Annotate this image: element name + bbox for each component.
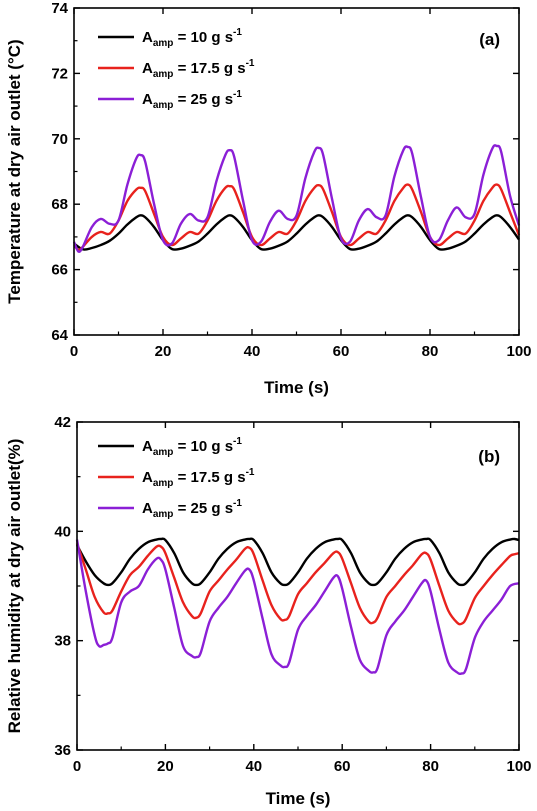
panel-a-y-axis-label: Temperature at dry air outlet (°C) [5,39,24,303]
panel-b-series-line-2 [75,539,520,676]
panel-a-legend-sub-2: amp [153,100,174,111]
panel-b-chart: 0 20 40 60 80 100 36 38 40 42 Time (s) Relative hum… [5,414,532,808]
panel-b-legend-value-1: 17.5 g s [191,469,246,486]
panel-a-y-tick-label-2: 68 [51,196,68,213]
panel-b-x-tick-label-1: 20 [157,758,174,775]
panel-a-x-axis-label: Time (s) [264,378,329,397]
panel-b-series-line-0 [75,537,520,587]
panel-a-series-line-0 [73,214,520,251]
panel-a-legend-sup-2: -1 [233,89,242,100]
panel-a-legend-sub-1: amp [153,69,174,80]
panel-b-legend-label-0: Aamp = 10 g s-1 [142,436,242,458]
panel-a-legend-value-2: 25 g s [191,91,234,108]
panel-a-series-group [72,144,521,254]
panel-b-y-axis-label: Relative humidity at dry air outlet(%) [5,439,24,734]
panel-a-legend-prefix-0: A [142,29,153,46]
panel-a-series-line-2 [72,144,521,254]
panel-b-legend-label-2: Aamp = 25 g s-1 [142,498,242,520]
panel-a-legend-label-2: Aamp = 25 g s-1 [142,89,242,111]
panel-a-legend-value-1: 17.5 g s [191,60,246,77]
panel-b-y-tick-label-2: 40 [54,523,71,540]
panel-a-x-tick-label-3: 60 [333,343,350,360]
panel-b-legend-prefix-0: A [142,438,153,455]
panel-a-legend-prefix-2: A [142,91,153,108]
panel-b-legend-sup-0: -1 [233,436,242,447]
panel-a-y-tick-label-0: 64 [51,327,68,344]
panel-b-legend-eq-0: = [173,438,190,455]
panel-a-legend-sup-0: -1 [233,27,242,38]
panel-b-x-tick-label-4: 80 [422,758,439,775]
panel-b-series-group [75,537,520,676]
panel-b-series-line-1 [75,542,520,626]
panel-a-chart: 0 20 40 60 80 100 64 66 68 70 72 74 Time (s) Temperat… [5,0,532,397]
panel-b-x-tick-label-3: 60 [334,758,351,775]
panel-b-legend-sub-1: amp [153,478,174,489]
panel-b-legend-value-0: 10 g s [191,438,234,455]
panel-b-x-tick-label-0: 0 [73,758,81,775]
panel-a-y-tick-label-1: 66 [51,262,68,279]
panel-b-legend-eq-1: = [173,469,190,486]
panel-a-x-tick-label-1: 20 [155,343,172,360]
panel-a-y-tick-label-4: 72 [51,65,68,82]
panel-a-y-tick-label-5: 74 [51,0,68,17]
panel-b-legend-sup-1: -1 [246,467,255,478]
panel-a-legend-label-0: Aamp = 10 g s-1 [142,27,242,49]
panel-b-legend-eq-2: = [173,500,190,517]
panel-b-x-tick-label-2: 40 [245,758,262,775]
panel-b-legend-value-2: 25 g s [191,500,234,517]
panel-b-y-tick-label-0: 36 [54,742,71,759]
panel-a-legend-sub-0: amp [153,38,174,49]
panel-b-panel-tag: (b) [478,447,500,466]
panel-b-legend-sub-2: amp [153,509,174,520]
panel-a-panel-tag: (a) [479,30,500,49]
panel-b-legend-label-1: Aamp = 17.5 g s-1 [142,467,255,489]
panel-a-legend-label-1: Aamp = 17.5 g s-1 [142,58,255,80]
panel-a-y-tick-label-3: 70 [51,131,68,148]
panel-a-x-tick-label-5: 100 [506,343,531,360]
panel-b-legend-sub-0: amp [153,447,174,458]
panel-a-plot-frame [73,7,520,336]
panel-b-x-tick-label-5: 100 [506,758,531,775]
panel-a-legend-eq-1: = [173,60,190,77]
panel-a-legend-eq-0: = [173,29,190,46]
panel-a-legend-prefix-1: A [142,60,153,77]
panel-a-x-tick-label-0: 0 [70,343,78,360]
panel-a-legend-sup-1: -1 [246,58,255,69]
panel-b-legend-prefix-1: A [142,469,153,486]
panel-a-x-tick-label-2: 40 [244,343,261,360]
panel-a-legend-eq-2: = [173,91,190,108]
panel-b-y-tick-label-1: 38 [54,633,71,650]
panel-b-legend-prefix-2: A [142,500,153,517]
panel-a-x-tick-label-4: 80 [422,343,439,360]
panel-b-x-axis-label: Time (s) [266,789,331,808]
panel-a-legend-value-0: 10 g s [191,29,234,46]
panel-b-y-tick-label-3: 42 [54,414,71,431]
panel-a-series-line-1 [73,183,521,252]
panel-b-legend-sup-2: -1 [233,498,242,509]
